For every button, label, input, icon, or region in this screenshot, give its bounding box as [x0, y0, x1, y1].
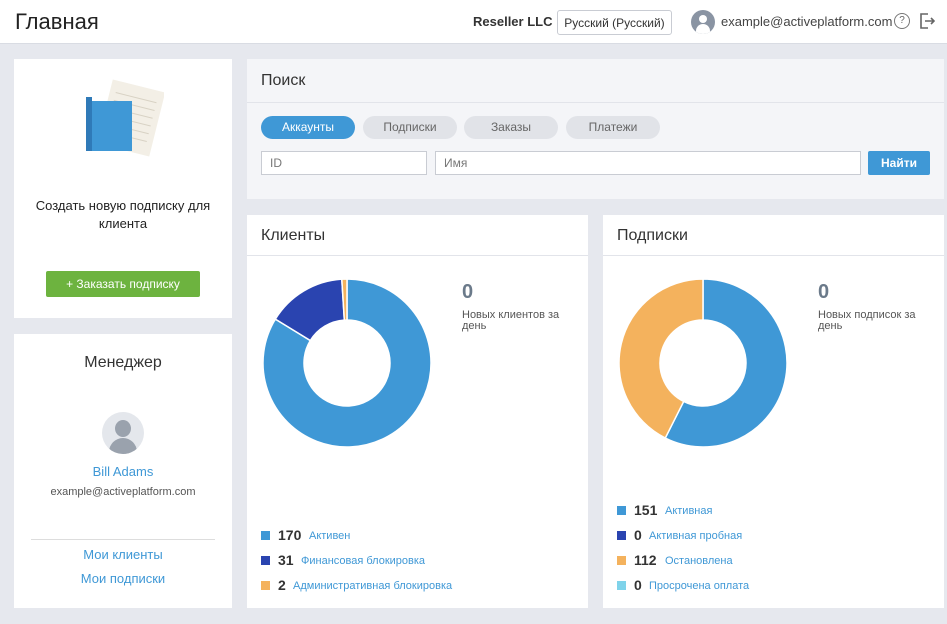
user-email[interactable]: example@activeplatform.com	[721, 14, 893, 29]
new-subscriptions-label: Новых подписок за день	[818, 309, 916, 332]
legend-value: 31	[278, 552, 294, 568]
top-bar: Главная Reseller LLC Русский (Русский) e…	[0, 0, 947, 44]
legend-value: 112	[634, 552, 657, 568]
clients-card: Клиенты 0 Новых клиентов за день 170 Акт…	[247, 215, 588, 608]
legend-swatch	[617, 506, 626, 515]
legend-swatch	[617, 581, 626, 590]
book-icon	[86, 79, 164, 157]
id-input[interactable]: ID	[261, 151, 427, 175]
divider	[247, 102, 944, 103]
language-selector[interactable]: Русский (Русский)	[557, 10, 672, 35]
divider	[247, 255, 588, 256]
help-icon[interactable]: ?	[894, 13, 910, 29]
manager-name[interactable]: Bill Adams	[92, 464, 154, 479]
legend-label[interactable]: Просрочена оплата	[649, 580, 750, 592]
divider	[603, 255, 944, 256]
promo-text: Создать новую подписку для клиента	[35, 198, 211, 231]
subscriptions-slice-2[interactable]	[618, 278, 704, 440]
name-input[interactable]: Имя	[435, 151, 861, 175]
legend-label[interactable]: Активная пробная	[649, 530, 743, 542]
legend-value: 151	[634, 502, 658, 518]
subscriptions-card: Подписки 0 Новых подписок за день 151 Ак…	[603, 215, 944, 608]
legend-swatch	[261, 581, 270, 590]
new-subscriptions-count: 0	[818, 281, 830, 303]
search-title: Поиск	[261, 72, 306, 89]
legend-swatch	[261, 531, 270, 540]
tab-subscriptions[interactable]: Подписки	[363, 116, 457, 139]
divider	[31, 539, 215, 540]
manager-avatar-icon	[102, 412, 144, 454]
subscriptions-title: Подписки	[617, 227, 688, 244]
legend-swatch	[617, 556, 626, 565]
legend-label[interactable]: Активная	[665, 505, 713, 517]
search-card: Поиск Аккаунты Подписки Заказы Платежи I…	[247, 59, 944, 199]
legend-value: 170	[278, 527, 302, 543]
clients-donut-chart	[262, 278, 432, 448]
manager-card: Менеджер Bill Adams example@activeplatfo…	[14, 334, 232, 608]
my-subscriptions-link[interactable]: Мои подписки	[80, 571, 166, 586]
manager-email: example@activeplatform.com	[50, 486, 196, 498]
manager-title: Менеджер	[84, 354, 162, 371]
tab-payments[interactable]: Платежи	[566, 116, 660, 139]
legend-label[interactable]: Активен	[309, 530, 351, 542]
page-title: Главная	[15, 9, 99, 34]
tab-accounts[interactable]: Аккаунты	[261, 116, 355, 139]
company-name[interactable]: Reseller LLC	[473, 14, 553, 29]
tab-orders[interactable]: Заказы	[464, 116, 558, 139]
subscriptions-slice-0[interactable]	[664, 278, 788, 448]
my-clients-link[interactable]: Мои клиенты	[83, 547, 163, 562]
subscriptions-donut-chart	[618, 278, 788, 448]
legend-label[interactable]: Остановлена	[665, 555, 733, 567]
new-subscription-card: Создать новую подписку для клиента + Зак…	[14, 59, 232, 318]
legend-swatch	[261, 556, 270, 565]
new-clients-count: 0	[462, 281, 474, 303]
legend-value: 2	[278, 577, 286, 593]
find-button[interactable]: Найти	[868, 151, 930, 175]
clients-slice-2[interactable]	[341, 278, 348, 321]
legend-label[interactable]: Административная блокировка	[293, 580, 453, 592]
user-avatar-icon[interactable]	[691, 10, 715, 34]
legend-value: 0	[634, 577, 642, 593]
clients-slice-0[interactable]	[262, 278, 432, 448]
clients-title: Клиенты	[261, 227, 326, 244]
legend-swatch	[617, 531, 626, 540]
logout-icon[interactable]	[919, 12, 935, 30]
order-subscription-button[interactable]: + Заказать подписку	[46, 271, 200, 297]
new-clients-label: Новых клиентов за день	[462, 309, 560, 332]
legend-label[interactable]: Финансовая блокировка	[301, 555, 426, 567]
legend-value: 0	[634, 527, 642, 543]
